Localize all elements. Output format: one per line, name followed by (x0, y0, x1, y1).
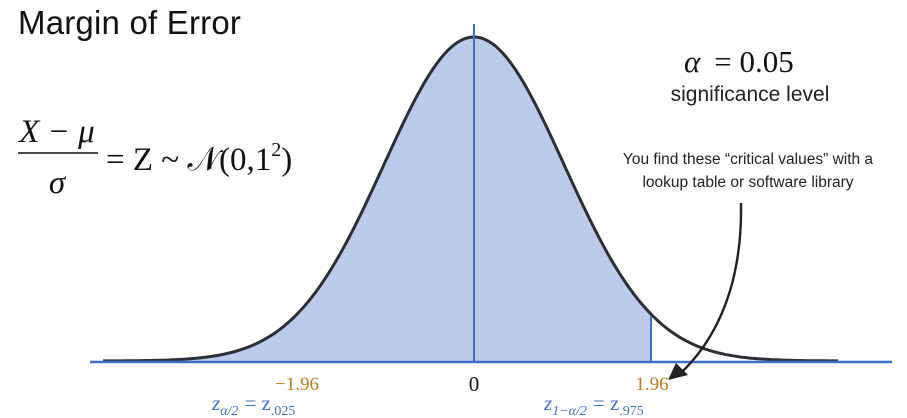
formula-denominator: σ (49, 165, 67, 201)
annotation-line-2: lookup table or software library (642, 174, 853, 191)
annotation-arrow (681, 202, 743, 373)
right-z-label: z1−α/2 = z.975 (543, 391, 644, 418)
alpha-equation: α = 0.05 (684, 44, 794, 79)
right-critical-value: 1.96 (635, 374, 668, 395)
page-title: Margin of Error (18, 4, 242, 41)
formula-numerator: X − μ (17, 114, 95, 150)
left-critical-value: −1.96 (275, 374, 319, 395)
center-tick-label: 0 (469, 372, 480, 396)
formula-rhs: = Z ~ 𝒩(0,12) (106, 139, 292, 178)
alpha-caption: significance level (671, 83, 830, 106)
annotation-line-1: You find these “critical values” with a (623, 151, 874, 168)
left-z-label: zα/2 = z.025 (211, 391, 295, 418)
arrow-head-icon (668, 363, 688, 380)
bell-curve (103, 35, 838, 363)
shaded-area (103, 37, 651, 361)
